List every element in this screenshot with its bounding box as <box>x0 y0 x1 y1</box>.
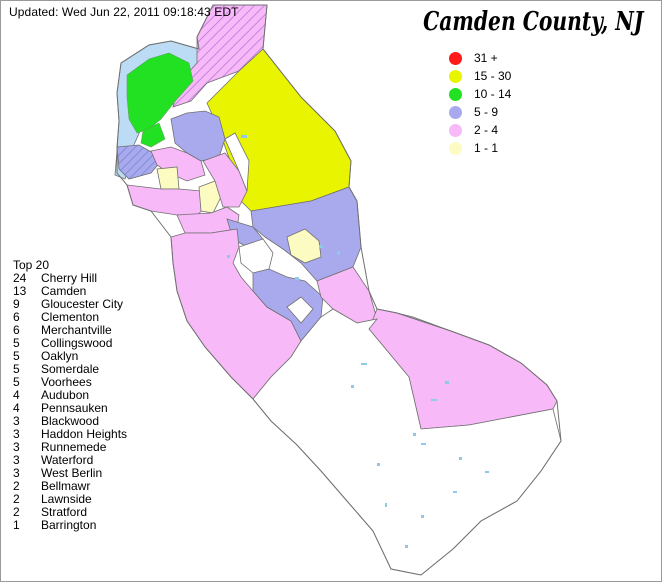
region-camden <box>126 52 194 134</box>
top20-name: Stratford <box>41 505 88 519</box>
top20-row: 2 Bellmawr <box>13 480 127 493</box>
region-pine-hill <box>286 296 314 324</box>
region-gloucester-city <box>116 144 162 180</box>
top20-row: 2 Stratford <box>13 506 127 519</box>
top20-name: Bellmawr <box>41 479 91 493</box>
top20-name: Cherry Hill <box>41 271 98 285</box>
legend-item: 10 - 14 <box>449 85 511 103</box>
top20-row: 13 Camden <box>13 285 127 298</box>
region-haddon <box>150 146 206 182</box>
legend-label: 10 - 14 <box>474 87 512 101</box>
top20-count: 3 <box>13 414 20 428</box>
top20-row: 3 West Berlin <box>13 467 127 480</box>
top20-name: Voorhees <box>41 375 92 389</box>
top20-count: 5 <box>13 362 20 376</box>
top20-row: 4 Audubon <box>13 389 127 402</box>
region-merchantville <box>170 110 226 162</box>
region-barrington <box>198 180 222 214</box>
top20-name: Pennsauken <box>41 401 108 415</box>
legend-swatch <box>449 87 462 101</box>
top20-count: 5 <box>13 336 20 350</box>
region-haddon-heights <box>202 152 248 208</box>
top20-name: Camden <box>41 284 87 298</box>
legend-label: 5 - 9 <box>474 105 499 119</box>
region-white-1 <box>224 132 250 192</box>
top20-count: 3 <box>13 453 20 467</box>
top20-count: 3 <box>13 466 20 480</box>
top20-row: 5 Collingswood <box>13 337 127 350</box>
top20-name: Merchantville <box>41 323 112 337</box>
top20-count: 1 <box>13 518 20 532</box>
top20-row: 3 Blackwood <box>13 415 127 428</box>
top20-row: 24 Cherry Hill <box>13 272 127 285</box>
region-oaklyn-1 <box>156 166 180 190</box>
top20-name: Collingswood <box>41 336 113 350</box>
legend: 31 + 15 - 30 10 - 14 5 - 9 2 - 4 1 - 1 <box>449 49 511 157</box>
legend-swatch <box>449 105 462 119</box>
legend-item: 31 + <box>449 49 511 67</box>
map-title: Camden County, NJ <box>422 7 643 37</box>
top20-name: West Berlin <box>41 466 103 480</box>
top20-count: 2 <box>13 479 20 493</box>
top20-count: 6 <box>13 323 20 337</box>
legend-label: 2 - 4 <box>474 123 499 137</box>
top20-name: Runnemede <box>41 440 107 454</box>
region-bellmawr <box>126 184 212 216</box>
top20-name: Oaklyn <box>41 349 79 363</box>
legend-swatch <box>449 69 462 83</box>
top20-row: 1 Barrington <box>13 519 127 532</box>
legend-swatch <box>449 51 462 65</box>
top20-name: Lawnside <box>41 492 92 506</box>
top20-list: Top 20 24 Cherry Hill 13 Camden 9 Gloucester … <box>13 259 127 532</box>
top20-row: 9 Gloucester City <box>13 298 127 311</box>
top20-name: Barrington <box>41 518 97 532</box>
top20-count: 5 <box>13 349 20 363</box>
top20-count: 4 <box>13 401 20 415</box>
top20-row: 2 Lawnside <box>13 493 127 506</box>
legend-label: 15 - 30 <box>474 69 512 83</box>
top20-count: 3 <box>13 440 20 454</box>
top20-row: 5 Oaklyn <box>13 350 127 363</box>
legend-item: 2 - 4 <box>449 121 511 139</box>
top20-count: 2 <box>13 505 20 519</box>
region-camden-south <box>140 122 166 148</box>
lakes <box>227 135 489 548</box>
top20-count: 3 <box>13 427 20 441</box>
top20-title: Top 20 <box>13 258 50 272</box>
legend-swatch <box>449 141 462 155</box>
county-outline <box>116 4 562 576</box>
legend-item: 1 - 1 <box>449 139 511 157</box>
top20-row: 6 Merchantville <box>13 324 127 337</box>
top20-row: 6 Clementon <box>13 311 127 324</box>
legend-label: 1 - 1 <box>474 141 499 155</box>
top20-count: 2 <box>13 492 20 506</box>
top20-count: 24 <box>13 271 27 285</box>
top20-count: 5 <box>13 375 20 389</box>
top20-row: 3 Waterford <box>13 454 127 467</box>
top20-row: 4 Pennsauken <box>13 402 127 415</box>
top20-row: 3 Haddon Heights <box>13 428 127 441</box>
top20-name: Clementon <box>41 310 100 324</box>
top20-name: Blackwood <box>41 414 100 428</box>
top20-count: 13 <box>13 284 27 298</box>
legend-swatch <box>449 123 462 137</box>
top20-count: 6 <box>13 310 20 324</box>
region-lawnside-1 <box>286 228 322 264</box>
top20-name: Waterford <box>41 453 94 467</box>
legend-item: 15 - 30 <box>449 67 511 85</box>
top20-name: Audubon <box>41 388 90 402</box>
top20-count: 4 <box>13 388 20 402</box>
top20-count: 9 <box>13 297 20 311</box>
top20-name: Somerdale <box>41 362 100 376</box>
top20-name: Gloucester City <box>41 297 124 311</box>
legend-label: 31 + <box>474 51 498 65</box>
top20-name: Haddon Heights <box>41 427 128 441</box>
top20-row: 5 Voorhees <box>13 376 127 389</box>
updated-timestamp: Updated: Wed Jun 22, 2011 09:18:43 EDT <box>9 5 239 19</box>
top20-row: 5 Somerdale <box>13 363 127 376</box>
top20-row: 3 Runnemede <box>13 441 127 454</box>
legend-item: 5 - 9 <box>449 103 511 121</box>
